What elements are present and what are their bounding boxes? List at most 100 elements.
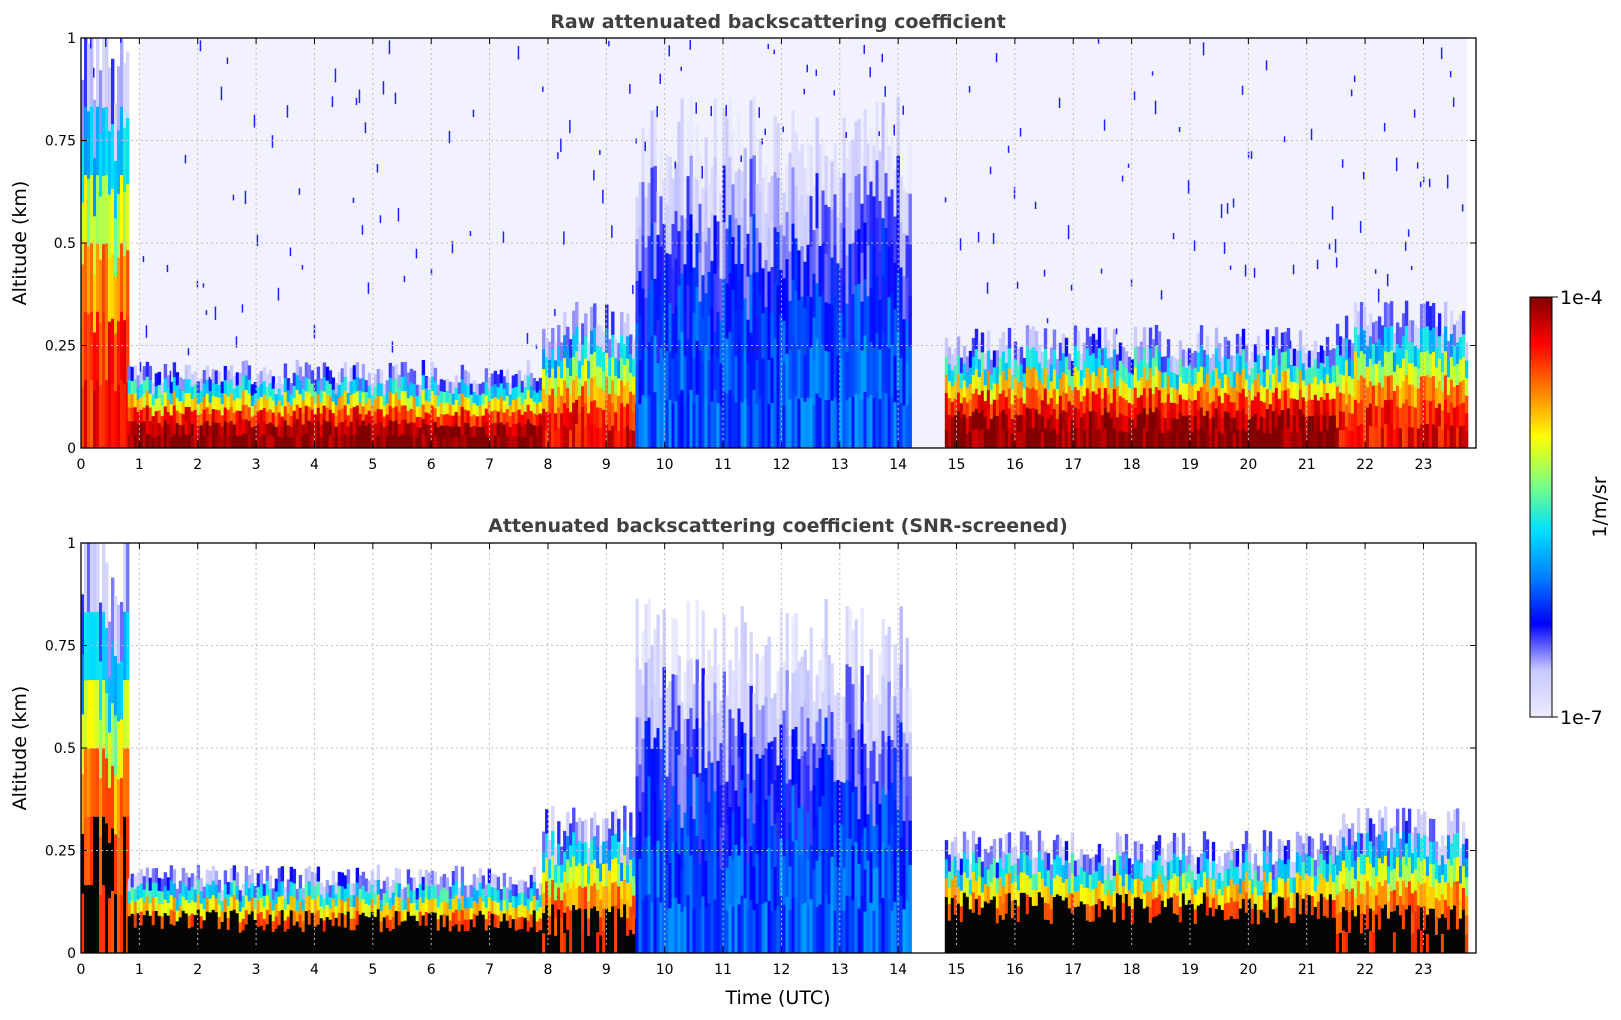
heatmap-cell bbox=[605, 328, 609, 353]
heatmap-cell bbox=[157, 371, 162, 386]
heatmap-cell bbox=[460, 895, 465, 911]
heatmap-noise-speck bbox=[379, 215, 382, 223]
heatmap-cell bbox=[1449, 356, 1454, 380]
heatmap-cell bbox=[196, 425, 201, 438]
heatmap-cell bbox=[114, 834, 118, 894]
heatmap-cell bbox=[376, 938, 381, 953]
heatmap-cell bbox=[1010, 882, 1015, 901]
heatmap-cell bbox=[460, 420, 465, 435]
heatmap-cell bbox=[292, 397, 297, 411]
heatmap-cell bbox=[250, 896, 255, 912]
heatmap-cell bbox=[617, 430, 621, 448]
heatmap-cell bbox=[1157, 370, 1162, 391]
heatmap-cell bbox=[1187, 398, 1192, 416]
heatmap-cell bbox=[379, 942, 384, 953]
heatmap-cell bbox=[944, 337, 949, 357]
heatmap-cell bbox=[653, 221, 657, 279]
heatmap-cell bbox=[421, 360, 426, 376]
heatmap-cell bbox=[1235, 352, 1240, 373]
heatmap-cell bbox=[698, 252, 702, 302]
heatmap-cell bbox=[1085, 327, 1090, 349]
heatmap-cell bbox=[283, 363, 288, 379]
heatmap-cell bbox=[548, 934, 552, 953]
heatmap-cell bbox=[157, 397, 162, 411]
heatmap-cell bbox=[190, 386, 195, 400]
heatmap-cell bbox=[836, 170, 840, 217]
heatmap-cell bbox=[1103, 387, 1108, 409]
heatmap-cell bbox=[1292, 431, 1297, 448]
heatmap-cell bbox=[439, 425, 444, 438]
heatmap-cell bbox=[280, 924, 285, 940]
heatmap-cell bbox=[611, 402, 615, 426]
heatmap-cell bbox=[1040, 896, 1045, 916]
heatmap-cell bbox=[689, 96, 693, 156]
heatmap-cell bbox=[1073, 325, 1078, 347]
heatmap-cell bbox=[995, 431, 1000, 448]
heatmap-cell bbox=[872, 145, 876, 197]
heatmap-cell bbox=[136, 435, 141, 448]
heatmap-cell bbox=[731, 717, 735, 766]
heatmap-cell bbox=[1040, 351, 1045, 369]
heatmap-cell bbox=[833, 193, 837, 246]
heatmap-cell bbox=[361, 434, 366, 448]
heatmap-cell bbox=[1109, 417, 1114, 434]
heatmap-cell bbox=[1130, 418, 1135, 434]
heatmap-noise-speck bbox=[602, 189, 604, 204]
heatmap-cell bbox=[878, 200, 882, 251]
heatmap-cell bbox=[172, 939, 177, 953]
heatmap-cell bbox=[460, 938, 465, 953]
heatmap-cell bbox=[1325, 429, 1330, 448]
heatmap-cell bbox=[105, 627, 109, 694]
heatmap-cell bbox=[87, 110, 91, 179]
heatmap-cell bbox=[632, 376, 636, 395]
heatmap-cell bbox=[872, 296, 876, 348]
heatmap-cell bbox=[223, 884, 228, 899]
heatmap-cell bbox=[313, 926, 318, 941]
heatmap-cell bbox=[1205, 354, 1210, 374]
heatmap-cell bbox=[839, 824, 843, 868]
heatmap-cell bbox=[707, 271, 711, 316]
heatmap-cell bbox=[647, 835, 651, 895]
heatmap-cell bbox=[650, 850, 654, 903]
heatmap-cell bbox=[1028, 388, 1033, 409]
heatmap-cell bbox=[800, 706, 804, 756]
heatmap-cell bbox=[1019, 892, 1024, 913]
heatmap-cell bbox=[986, 886, 991, 904]
heatmap-cell bbox=[304, 419, 309, 435]
x-tick-label: 15 bbox=[948, 457, 966, 473]
heatmap-cell bbox=[1064, 337, 1069, 357]
heatmap-cell bbox=[944, 896, 949, 916]
heatmap-cell bbox=[734, 309, 738, 357]
heatmap-cell bbox=[346, 883, 351, 898]
heatmap-cell bbox=[668, 302, 672, 352]
heatmap-noise-speck bbox=[560, 138, 562, 153]
heatmap-cell bbox=[454, 435, 459, 448]
heatmap-cell bbox=[611, 835, 615, 860]
heatmap-cell bbox=[457, 898, 462, 910]
heatmap-cell bbox=[902, 275, 906, 320]
heatmap-cell bbox=[1124, 415, 1129, 433]
heatmap-cell bbox=[713, 844, 717, 900]
heatmap-cell bbox=[794, 132, 798, 186]
heatmap-cell bbox=[214, 383, 219, 397]
heatmap-cell bbox=[105, 757, 109, 824]
heatmap-cell bbox=[1259, 432, 1264, 448]
heatmap-cell bbox=[1049, 364, 1054, 382]
heatmap-cell bbox=[656, 319, 660, 364]
heatmap-cell bbox=[421, 902, 426, 916]
heatmap-cell bbox=[1139, 412, 1144, 431]
heatmap-cell bbox=[1247, 374, 1252, 390]
heatmap-cell bbox=[593, 399, 597, 425]
heatmap-cell bbox=[758, 855, 762, 905]
heatmap-cell bbox=[136, 899, 141, 914]
heatmap-cell bbox=[274, 915, 279, 929]
heatmap-cell bbox=[893, 747, 897, 800]
heatmap-cell bbox=[677, 903, 681, 953]
heatmap-cell bbox=[313, 886, 318, 901]
heatmap-noise-speck bbox=[1428, 178, 1431, 188]
heatmap-cell bbox=[734, 735, 738, 791]
heatmap-cell bbox=[695, 776, 699, 836]
x-tick-label: 9 bbox=[602, 457, 611, 473]
heatmap-cell bbox=[1443, 399, 1448, 425]
heatmap-cell bbox=[505, 421, 510, 436]
